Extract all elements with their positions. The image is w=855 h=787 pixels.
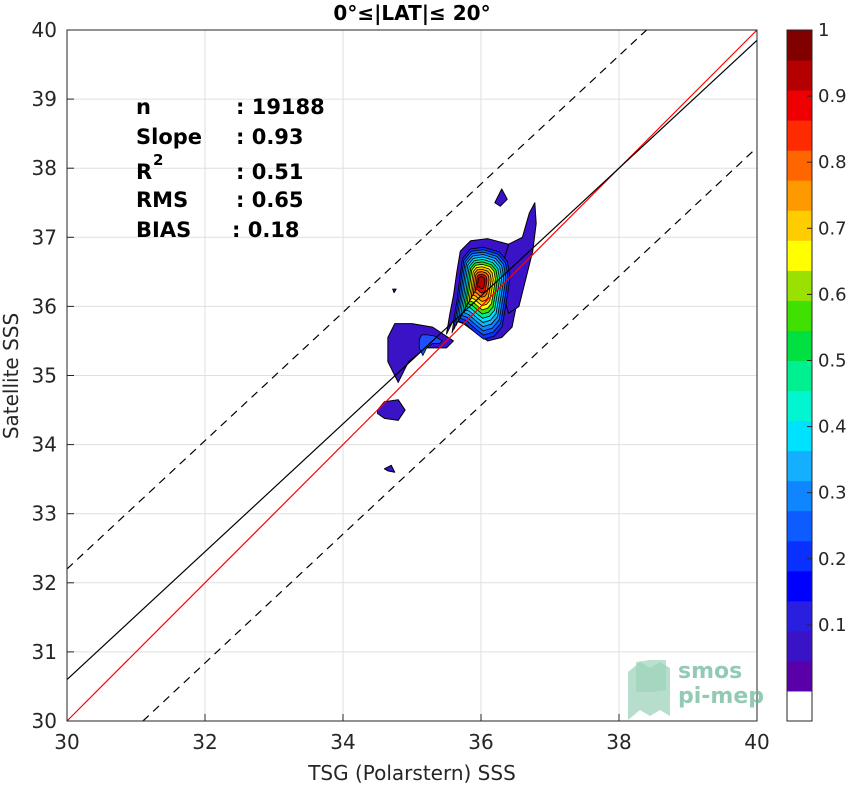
colorbar-segment bbox=[787, 540, 812, 572]
stat-n-value: : 19188 bbox=[236, 95, 325, 119]
stat-n-label: n bbox=[136, 95, 151, 119]
chart-title: 0°≤|LAT|≤ 20° bbox=[333, 1, 490, 25]
logo-line2: pi-mep bbox=[678, 684, 764, 709]
stat-r2-label: R bbox=[136, 160, 152, 184]
y-tick-label: 33 bbox=[32, 502, 57, 526]
reference-lines bbox=[66, 29, 758, 722]
colorbar-segment bbox=[787, 390, 812, 422]
small-blob-4 bbox=[392, 288, 397, 294]
colorbar-tick-label: 0.4 bbox=[818, 417, 847, 438]
colorbar-segment bbox=[787, 660, 812, 692]
statistics-block: n : 19188 Slope : 0.93 R 2 : 0.51 RMS : … bbox=[136, 95, 325, 242]
colorbar-tick-label: 0.7 bbox=[818, 218, 847, 239]
colorbar-segment bbox=[787, 300, 812, 331]
y-axis-label: Satellite SSS bbox=[0, 313, 23, 439]
colorbar-segment bbox=[787, 690, 812, 722]
logo-waves-icon-2 bbox=[636, 660, 666, 692]
y-tick-label: 30 bbox=[32, 709, 57, 733]
colorbar-segment bbox=[787, 630, 812, 662]
stat-bias-value: : 0.18 bbox=[232, 218, 300, 242]
colorbar: 0.1 0.2 0.3 0.4 0.5 0.6 0.7 0.8 0.9 1 bbox=[786, 20, 847, 722]
colorbar-segment bbox=[787, 570, 812, 602]
x-tick-label: 30 bbox=[54, 730, 79, 754]
y-tick-label: 39 bbox=[32, 87, 57, 111]
colorbar-segment bbox=[787, 330, 812, 361]
colorbar-tick-label: 0.5 bbox=[818, 350, 847, 371]
colorbar-segment bbox=[787, 240, 812, 271]
x-tick-label: 34 bbox=[330, 730, 355, 754]
colorbar-frame bbox=[786, 29, 813, 722]
y-tick-label: 36 bbox=[32, 294, 57, 318]
colorbar-segment bbox=[787, 480, 812, 512]
x-axis-label: TSG (Polarstern) SSS bbox=[307, 761, 516, 785]
stat-r2-value: : 0.51 bbox=[236, 160, 304, 184]
colorbar-segment bbox=[787, 90, 812, 121]
stat-slope-label: Slope bbox=[136, 125, 202, 149]
colorbar-segment bbox=[787, 30, 812, 61]
colorbar-tick-label: 0.1 bbox=[818, 615, 847, 636]
x-tick-label: 36 bbox=[468, 730, 493, 754]
stat-rms-label: RMS bbox=[136, 188, 188, 212]
stat-r2-sup: 2 bbox=[153, 151, 163, 169]
colorbar-segment bbox=[787, 180, 812, 211]
grid bbox=[66, 29, 758, 722]
colorbar-tick-label: 0.6 bbox=[818, 284, 847, 305]
logo-line1: smos bbox=[678, 659, 742, 684]
y-tick-label: 37 bbox=[32, 225, 57, 249]
density-contours bbox=[377, 188, 537, 473]
y-tick-label: 32 bbox=[32, 571, 57, 595]
y-tick-label: 38 bbox=[32, 156, 57, 180]
colorbar-segment bbox=[787, 270, 812, 301]
regression-line bbox=[66, 39, 758, 680]
y-tick-label: 34 bbox=[32, 433, 57, 457]
stat-slope-value: : 0.93 bbox=[236, 125, 304, 149]
axis-ticks: 30 32 34 36 38 40 30 31 32 33 34 35 36 37 38 39 40 bbox=[32, 18, 770, 754]
x-tick-label: 40 bbox=[744, 730, 769, 754]
small-blob-2 bbox=[494, 188, 508, 207]
x-tick-label: 32 bbox=[192, 730, 217, 754]
left-cluster-core bbox=[418, 334, 443, 357]
small-blob-3 bbox=[383, 464, 396, 473]
colorbar-tick-label: 0.2 bbox=[818, 549, 847, 570]
smos-pi-mep-logo: smos pi-mep bbox=[628, 659, 764, 720]
colorbar-segment bbox=[787, 510, 812, 542]
colorbar-tick-label: 0.3 bbox=[818, 483, 847, 504]
colorbar-segment bbox=[787, 60, 812, 91]
density-level-13 bbox=[476, 276, 486, 290]
lower-bound-line bbox=[142, 147, 758, 722]
colorbar-segment bbox=[787, 360, 812, 392]
colorbar-segment bbox=[787, 210, 812, 241]
x-tick-label: 38 bbox=[606, 730, 631, 754]
stat-bias-label: BIAS bbox=[136, 218, 191, 242]
colorbar-segment bbox=[787, 450, 812, 482]
colorbar-tick-label: 0.9 bbox=[818, 86, 847, 107]
upper-bound-line bbox=[66, 29, 648, 570]
y-tick-label: 31 bbox=[32, 640, 57, 664]
colorbar-segment bbox=[787, 120, 812, 151]
y-tick-label: 35 bbox=[32, 364, 57, 388]
colorbar-segment bbox=[787, 150, 812, 181]
y-tick-label: 40 bbox=[32, 18, 57, 42]
colorbar-segment bbox=[787, 420, 812, 452]
colorbar-tick-label: 1 bbox=[818, 20, 829, 41]
stat-rms-value: : 0.65 bbox=[236, 188, 304, 212]
colorbar-tick-label: 0.8 bbox=[818, 152, 847, 173]
identity-line bbox=[66, 29, 758, 722]
colorbar-segment bbox=[787, 600, 812, 632]
